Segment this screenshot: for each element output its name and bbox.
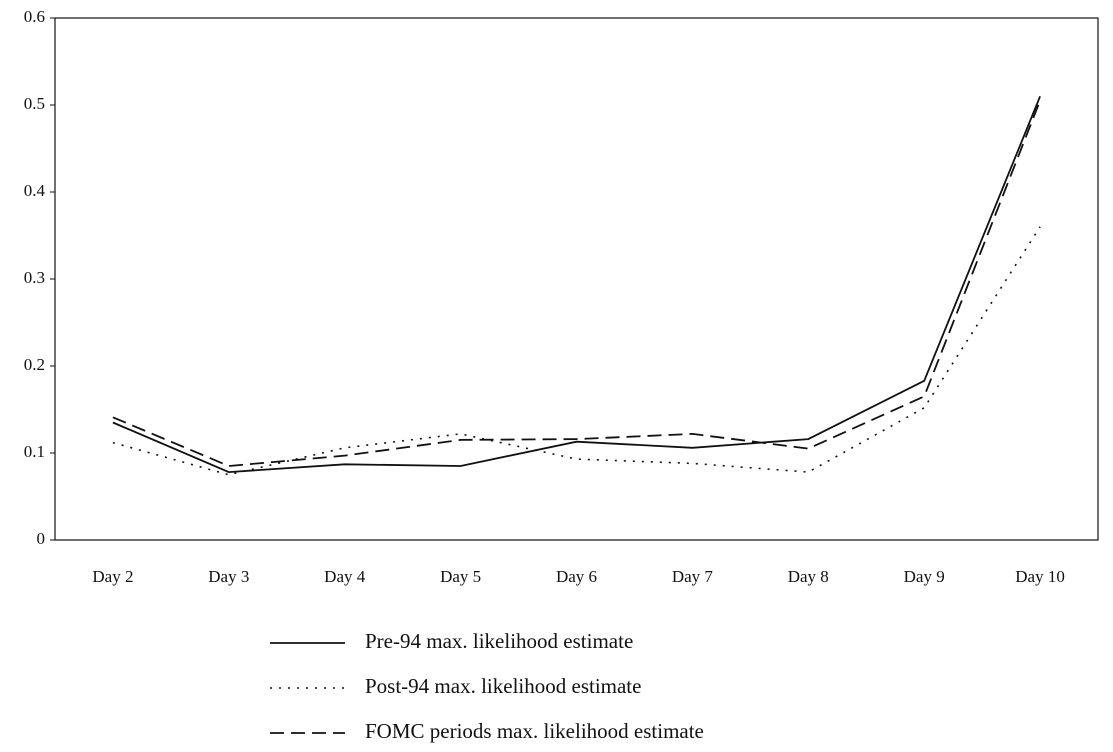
x-tick-label: Day 5	[440, 567, 481, 586]
plot-frame	[54, 17, 1099, 541]
y-tick-label: 0	[37, 529, 46, 548]
x-tick-label: Day 2	[92, 567, 133, 586]
x-tick-label: Day 4	[324, 567, 366, 586]
series-line	[112, 95, 1041, 474]
x-tick-label: Day 9	[904, 567, 945, 586]
y-tick-label: 0.1	[24, 442, 45, 461]
y-tick-label: 0.6	[24, 7, 45, 26]
y-tick-label: 0.2	[24, 355, 45, 374]
x-tick-label: Day 6	[556, 567, 597, 586]
legend-label: FOMC periods max. likelihood estimate	[365, 719, 704, 743]
legend-label: Pre-94 max. likelihood estimate	[365, 629, 633, 653]
x-tick-label: Day 7	[672, 567, 714, 586]
y-tick-label: 0.4	[24, 181, 46, 200]
series-line	[112, 100, 1041, 467]
series-line	[112, 226, 1041, 476]
x-tick-label: Day 10	[1015, 567, 1065, 586]
x-tick-label: Day 8	[788, 567, 829, 586]
legend-label: Post-94 max. likelihood estimate	[365, 674, 641, 698]
x-tick-label: Day 3	[208, 567, 249, 586]
y-tick-label: 0.5	[24, 94, 45, 113]
y-tick-label: 0.3	[24, 268, 45, 287]
